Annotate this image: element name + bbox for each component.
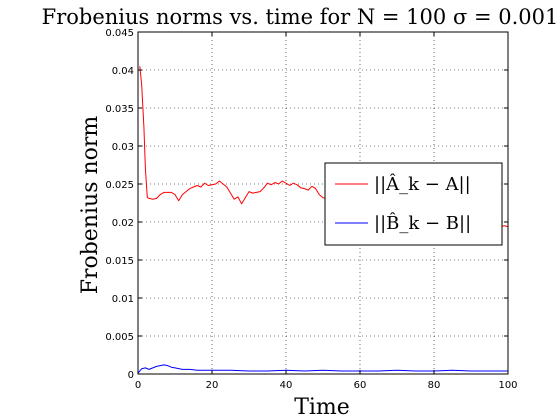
y-axis-label: Frobenius norm — [78, 116, 103, 295]
y-tick-label-0: 0 — [128, 370, 134, 381]
chart-title: Frobenius norms vs. time for N = 100 σ =… — [42, 5, 559, 29]
x-axis-label: Time — [294, 395, 350, 420]
x-tick-label-4: 80 — [428, 380, 441, 391]
y-tick-label-8: 0.04 — [112, 66, 134, 77]
y-tick-label-9: 0.045 — [105, 28, 134, 39]
legend: ||Â_k − A|| ||B̂_k − B|| — [324, 162, 503, 246]
y-tick-label-2: 0.01 — [112, 294, 134, 305]
axis-ticks: 0 20 40 60 80 100 0 0.005 0.01 0.015 0.02 0.025 0.03… — [105, 28, 517, 391]
y-tick-label-6: 0.03 — [112, 142, 134, 153]
x-tick-label-1: 20 — [206, 380, 219, 391]
legend-label-a-hat: ||Â_k − A|| — [374, 172, 471, 195]
y-tick-label-5: 0.025 — [105, 180, 134, 191]
plot-area-border — [137, 31, 509, 375]
legend-box — [324, 162, 503, 246]
x-tick-label-0: 0 — [135, 380, 141, 391]
y-tick-label-3: 0.015 — [105, 256, 134, 267]
x-tick-label-3: 60 — [354, 380, 367, 391]
x-tick-label-5: 100 — [498, 380, 517, 391]
x-tick-label-2: 40 — [280, 380, 293, 391]
legend-label-b-hat: ||B̂_k − B|| — [374, 212, 471, 234]
y-tick-label-7: 0.035 — [105, 104, 134, 115]
y-tick-label-4: 0.02 — [112, 218, 134, 229]
series-line-1 — [137, 364, 508, 374]
y-tick-label-1: 0.005 — [105, 332, 134, 343]
